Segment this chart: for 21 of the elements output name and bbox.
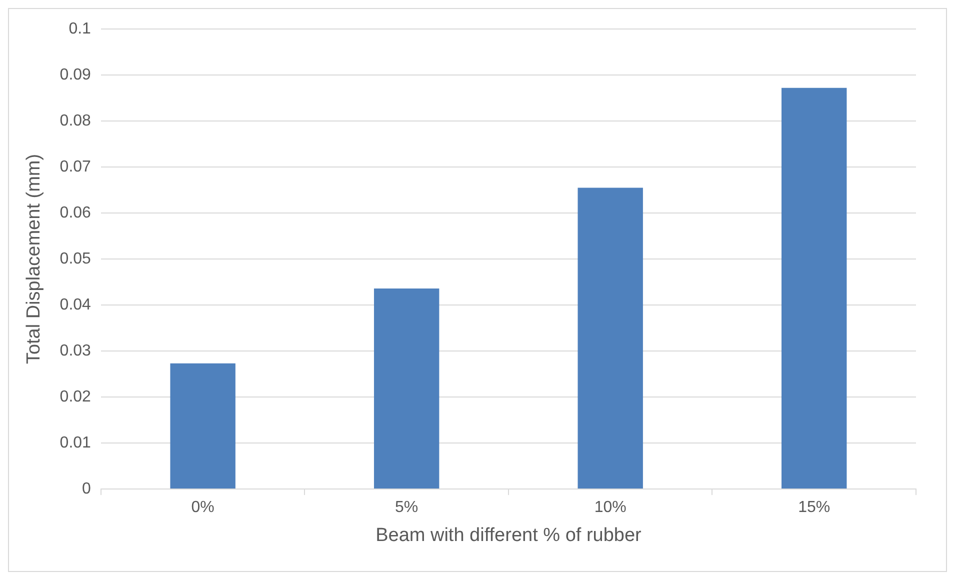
x-tick-label: 15% (798, 499, 830, 516)
y-tick-label: 0 (82, 480, 92, 498)
y-tick-label: 0.05 (60, 250, 92, 268)
y-tick-label: 0.06 (60, 204, 92, 222)
y-tick-label: 0.04 (60, 296, 92, 314)
y-tick-label: 0.07 (60, 158, 92, 176)
bar (578, 188, 643, 488)
y-tick-label: 0.03 (60, 342, 92, 360)
x-tick-label: 5% (395, 499, 418, 516)
y-tick-label: 0.08 (60, 112, 92, 130)
x-axis-title: Beam with different % of rubber (376, 524, 642, 546)
bar (374, 288, 440, 488)
y-tick-label: 0.09 (60, 66, 92, 84)
y-tick-label: 0.02 (60, 388, 92, 406)
y-axis-title: Total Displacement (mm) (24, 154, 45, 364)
y-tick-label: 0.1 (68, 20, 92, 38)
x-tick-label: 0% (191, 499, 214, 516)
bar (782, 88, 847, 488)
y-tick-label: 0.01 (60, 434, 92, 452)
bar (170, 363, 236, 488)
x-tick-label: 10% (594, 499, 626, 516)
